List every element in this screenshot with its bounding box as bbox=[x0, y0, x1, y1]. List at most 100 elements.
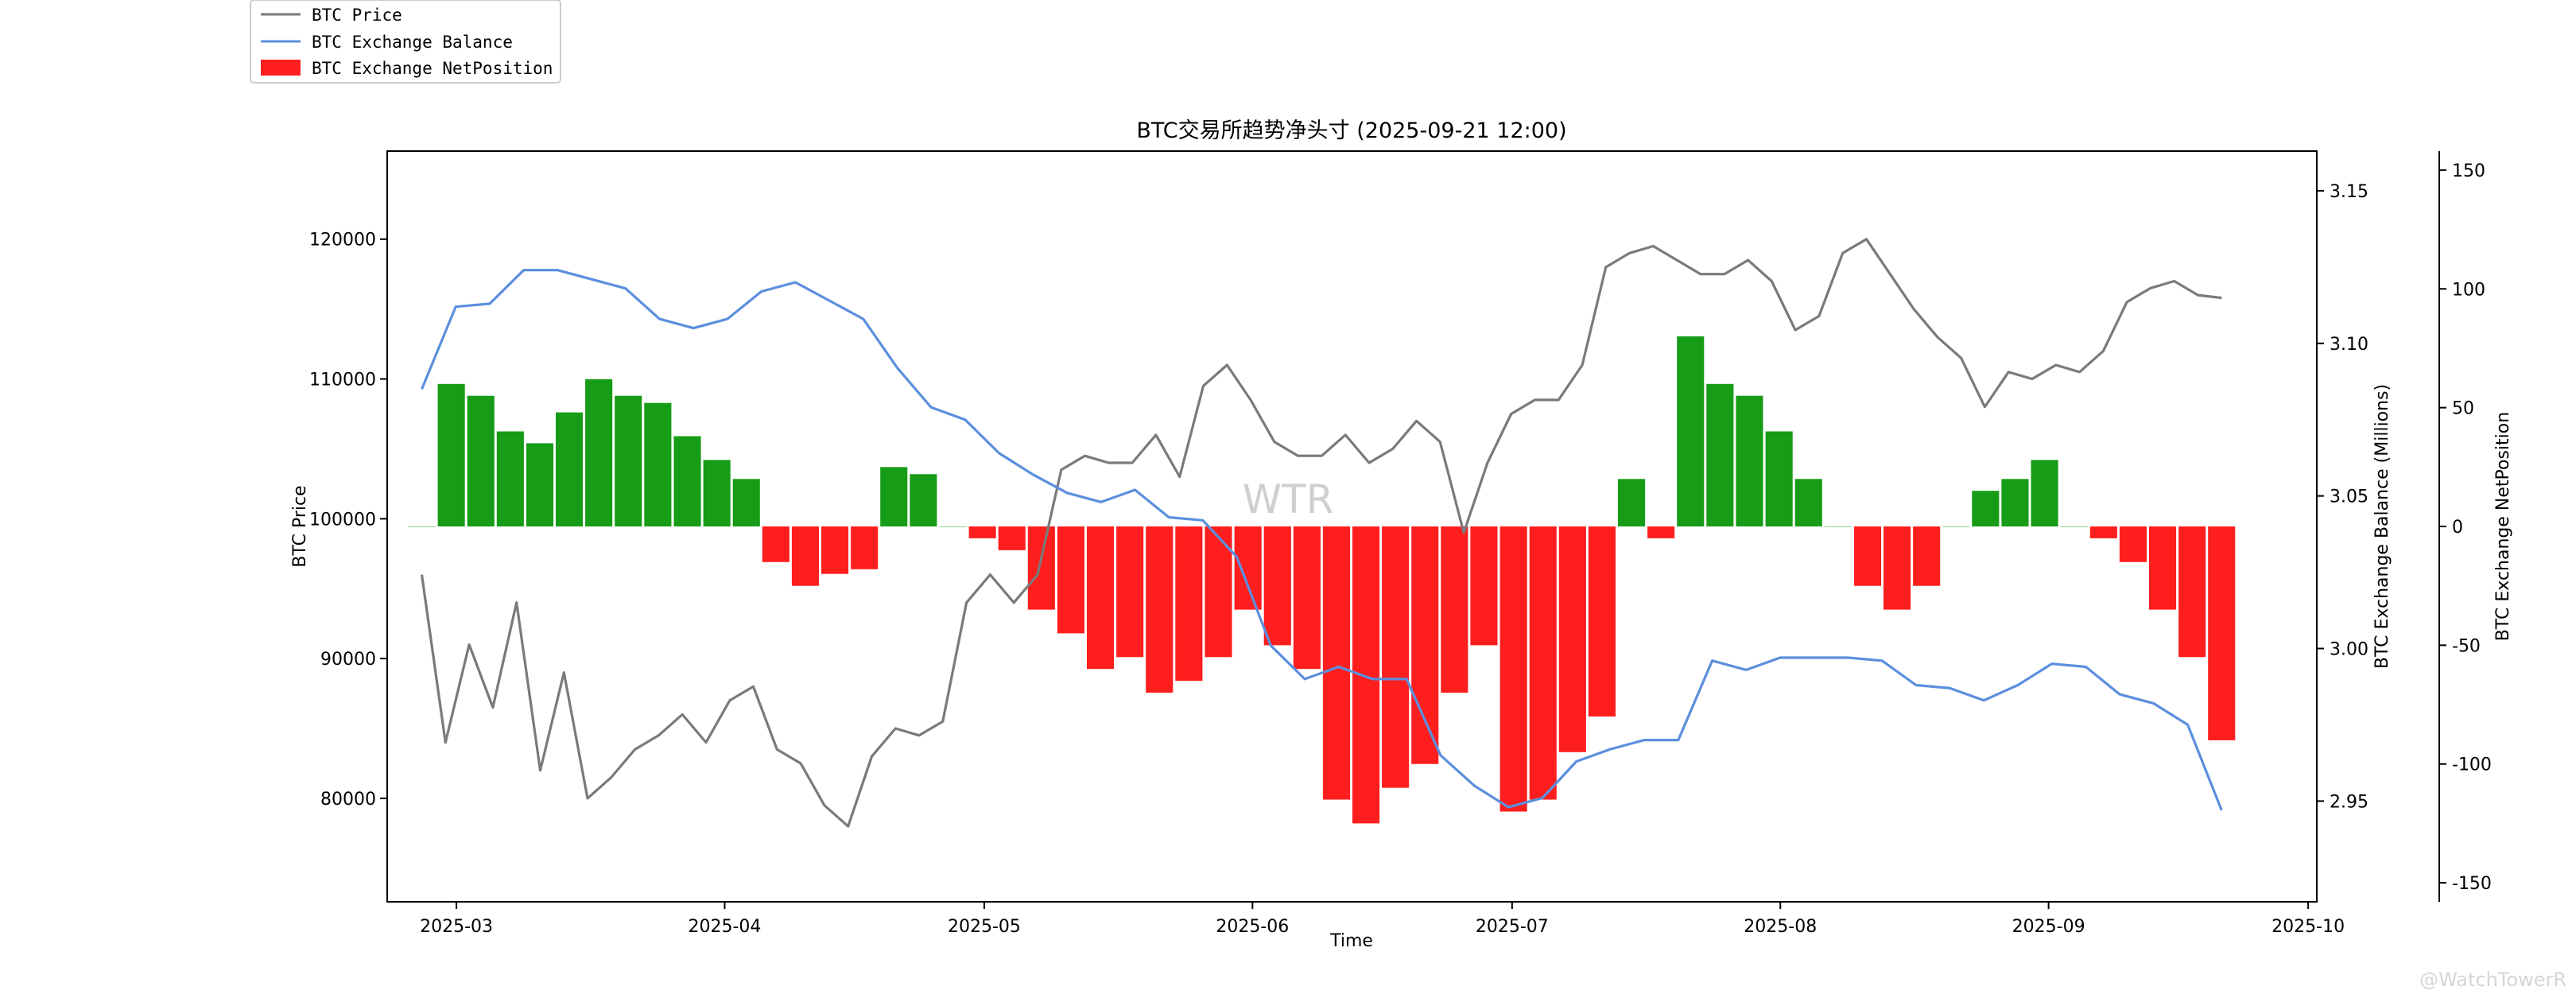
netposition-bars bbox=[408, 336, 2236, 824]
x-tick-label: 2025-06 bbox=[1216, 917, 1289, 937]
netposition-bar bbox=[2001, 479, 2029, 526]
plot-area: WTR bbox=[408, 238, 2236, 828]
netposition-bar bbox=[2089, 526, 2117, 538]
right1-tick-label: 3.10 bbox=[2330, 335, 2368, 355]
netposition-bar bbox=[1352, 526, 1380, 824]
netposition-bar bbox=[496, 431, 524, 526]
right1-tick-label: 3.00 bbox=[2330, 639, 2368, 659]
netposition-bar bbox=[1972, 491, 2000, 526]
netposition-bar bbox=[1677, 336, 1705, 526]
right2-tick-label: 0 bbox=[2452, 518, 2463, 538]
left-tick-label: 90000 bbox=[320, 650, 376, 670]
chart-title: BTC交易所趋势净头寸 (2025-09-21 12:00) bbox=[1136, 118, 1566, 143]
netposition-bar bbox=[1824, 526, 1852, 527]
netposition-bar bbox=[615, 395, 642, 526]
x-tick-label: 2025-03 bbox=[420, 917, 493, 937]
netposition-bar bbox=[1057, 526, 1084, 634]
right2-tick-label: -50 bbox=[2452, 636, 2481, 656]
netposition-bar bbox=[1411, 526, 1439, 764]
netposition-bar bbox=[880, 467, 908, 526]
netposition-bar bbox=[585, 379, 613, 526]
netposition-bar bbox=[1913, 526, 1941, 586]
x-tick-label: 2025-05 bbox=[948, 917, 1021, 937]
netposition-bar bbox=[1942, 526, 1970, 527]
netposition-bar bbox=[1175, 526, 1203, 682]
netposition-bar bbox=[939, 526, 967, 527]
netposition-bar bbox=[2149, 526, 2177, 610]
netposition-bar bbox=[1146, 526, 1174, 693]
netposition-bar bbox=[1765, 431, 1793, 526]
watermark-text: WTR bbox=[1243, 476, 1334, 522]
left-tick-label: 80000 bbox=[320, 790, 376, 810]
netposition-bar bbox=[2031, 460, 2058, 526]
plot-frame bbox=[386, 150, 2318, 903]
netposition-bar bbox=[2119, 526, 2147, 562]
netposition-bar bbox=[998, 526, 1026, 550]
left-axis-label: BTC Price bbox=[290, 485, 310, 567]
netposition-bar bbox=[1853, 526, 1881, 586]
netposition-bar bbox=[821, 526, 849, 574]
netposition-bar bbox=[1647, 526, 1675, 538]
netposition-bar bbox=[408, 526, 436, 527]
netposition-bar bbox=[1234, 526, 1262, 610]
legend: BTC Price BTC Exchange Balance BTC Excha… bbox=[250, 0, 561, 84]
netposition-bar bbox=[968, 526, 996, 538]
netposition-bar bbox=[1558, 526, 1586, 752]
legend-label-netposition: BTC Exchange NetPosition bbox=[312, 59, 553, 78]
left-tick-label: 120000 bbox=[309, 231, 376, 250]
netposition-bar bbox=[644, 402, 672, 526]
netposition-bar bbox=[1529, 526, 1557, 800]
x-tick-label: 2025-10 bbox=[2271, 917, 2345, 937]
right1-tick-label: 3.15 bbox=[2330, 182, 2368, 202]
right2-tick-label: 100 bbox=[2452, 280, 2485, 300]
right1-tick-label: 3.05 bbox=[2330, 487, 2368, 507]
right2-axis-label: BTC Exchange NetPosition bbox=[2493, 412, 2513, 641]
netposition-bar bbox=[2060, 526, 2088, 527]
right2-tick-label: 150 bbox=[2452, 161, 2485, 181]
netposition-bar bbox=[1470, 526, 1498, 646]
netposition-bar bbox=[1618, 479, 1646, 526]
legend-label-balance: BTC Exchange Balance bbox=[312, 33, 513, 52]
netposition-bar bbox=[791, 526, 819, 586]
netposition-bar bbox=[437, 383, 465, 526]
right2-axis-ticks: -150 -100 -50 0 50 100 150 bbox=[2439, 161, 2492, 894]
netposition-bar bbox=[2208, 526, 2236, 740]
legend-swatch-netposition bbox=[261, 60, 301, 76]
netposition-bar bbox=[526, 443, 553, 526]
x-tick-label: 2025-07 bbox=[1476, 917, 1549, 937]
right2-tick-label: -150 bbox=[2452, 874, 2492, 894]
right1-axis-ticks: 2.95 3.00 3.05 3.10 3.15 bbox=[2317, 182, 2368, 812]
left-tick-label: 110000 bbox=[309, 371, 376, 390]
netposition-bar bbox=[1116, 526, 1144, 658]
netposition-bar bbox=[1588, 526, 1616, 717]
x-tick-label: 2025-08 bbox=[1744, 917, 1817, 937]
netposition-bar bbox=[910, 474, 937, 526]
netposition-bar bbox=[1322, 526, 1350, 800]
legend-label-price: BTC Price bbox=[312, 6, 402, 25]
left-tick-label: 100000 bbox=[309, 510, 376, 530]
x-axis-label: Time bbox=[1329, 931, 1373, 951]
series-line-balance bbox=[421, 269, 2223, 811]
legend-frame bbox=[250, 0, 561, 84]
netposition-bar bbox=[1087, 526, 1115, 670]
series-line-price bbox=[420, 238, 2222, 828]
netposition-bar bbox=[556, 412, 584, 526]
netposition-bar bbox=[1884, 526, 1911, 610]
netposition-bar bbox=[1736, 395, 1763, 526]
netposition-bar bbox=[467, 395, 495, 526]
netposition-bar bbox=[1794, 479, 1822, 526]
right1-tick-label: 2.95 bbox=[2330, 792, 2368, 812]
x-tick-label: 2025-04 bbox=[688, 917, 761, 937]
x-tick-label: 2025-09 bbox=[2012, 917, 2085, 937]
netposition-bar bbox=[1382, 526, 1410, 788]
credit-text: @WatchTowerR bbox=[2419, 969, 2566, 991]
netposition-bar bbox=[1293, 526, 1321, 670]
netposition-bar bbox=[2178, 526, 2206, 658]
netposition-bar bbox=[1263, 526, 1291, 646]
netposition-bar bbox=[732, 479, 760, 526]
netposition-bar bbox=[1027, 526, 1055, 610]
netposition-bar bbox=[762, 526, 789, 562]
left-axis-ticks: 80000 90000 100000 110000 120000 bbox=[309, 231, 387, 810]
right1-axis-label: BTC Exchange Balance (Millions) bbox=[2372, 384, 2392, 669]
netposition-bar bbox=[851, 526, 879, 569]
